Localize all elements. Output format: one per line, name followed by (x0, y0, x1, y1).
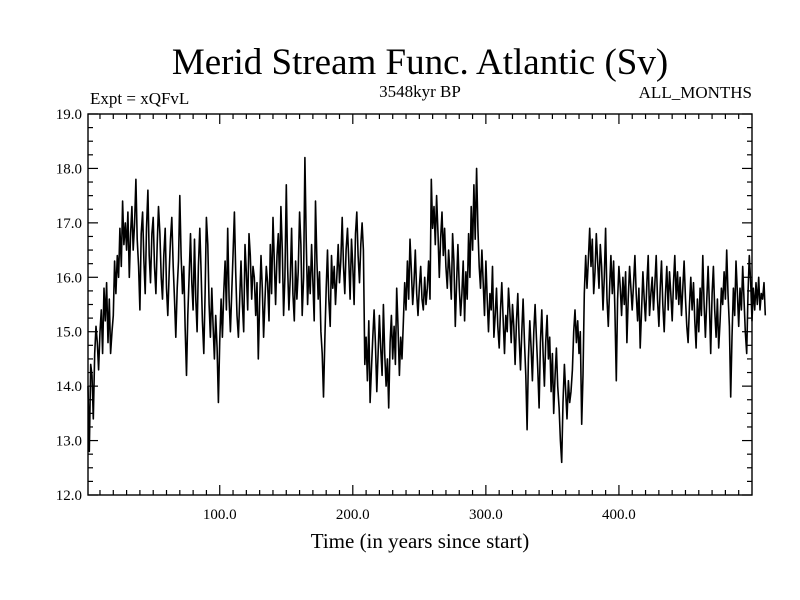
axis-ticks (88, 113, 752, 496)
y-tick-label: 18.0 (56, 161, 82, 177)
x-tick-label: 300.0 (469, 507, 503, 523)
x-tick-label: 200.0 (336, 507, 370, 523)
y-tick-label: 14.0 (56, 379, 82, 395)
x-axis-label: Time (in years since start) (311, 529, 530, 553)
time-period-label: 3548kyr BP (379, 82, 461, 101)
y-tick-label: 12.0 (56, 488, 82, 504)
axis-tick-labels: 12.0 13.0 14.0 15.0 16.0 17.0 18.0 19.0 100.0 200… (56, 107, 636, 523)
series-line (87, 156, 767, 464)
y-tick-label: 17.0 (56, 216, 82, 232)
y-tick-label: 13.0 (56, 434, 82, 450)
experiment-label: Expt = xQFvL (90, 89, 189, 108)
x-tick-label: 100.0 (203, 507, 237, 523)
y-tick-label: 16.0 (56, 270, 82, 286)
chart-title: Merid Stream Func. Atlantic (Sv) (172, 42, 668, 83)
plot-frame (87, 113, 753, 496)
months-label: ALL_MONTHS (639, 83, 752, 102)
x-tick-label: 400.0 (602, 507, 636, 523)
y-tick-label: 19.0 (56, 107, 82, 123)
y-tick-label: 15.0 (56, 325, 82, 341)
